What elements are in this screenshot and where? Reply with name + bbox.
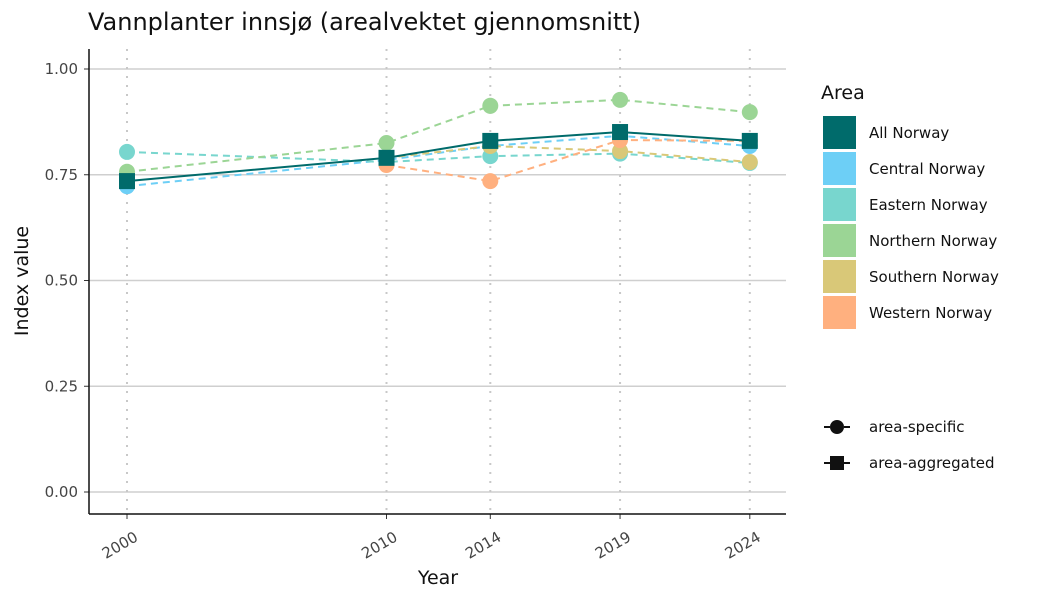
- data-point-circle: [119, 143, 135, 160]
- legend-title: Area: [821, 82, 865, 104]
- y-tick-label: 0.75: [45, 166, 78, 184]
- data-point-circle: [482, 173, 499, 190]
- data-point-square: [741, 132, 758, 149]
- legend-swatch: [823, 116, 856, 149]
- x-tick-label: 2019: [592, 528, 634, 563]
- x-tick-label: 2010: [358, 528, 400, 563]
- legend-swatch: [823, 188, 856, 221]
- data-point-circle: [612, 143, 629, 160]
- x-tick-label: 2014: [462, 528, 504, 563]
- legend-square-icon: [830, 456, 844, 470]
- data-point-circle: [741, 154, 758, 171]
- series-line-central-norway: [126, 134, 750, 188]
- y-axis-label: Index value: [11, 226, 33, 336]
- legend-label: Western Norway: [869, 304, 992, 322]
- data-point-square: [612, 124, 629, 141]
- legend-label: All Norway: [869, 124, 949, 142]
- series-line-western-norway: [386, 139, 750, 183]
- legend-swatch: [823, 224, 856, 257]
- data-point-square: [119, 173, 135, 190]
- legend-circle-icon: [830, 420, 844, 434]
- y-tick-label: 0.50: [45, 272, 78, 290]
- legend-label: Southern Norway: [869, 268, 999, 286]
- data-point-circle: [612, 91, 629, 108]
- legend-label: Central Norway: [869, 160, 985, 178]
- y-tick-label: 0.00: [45, 483, 78, 501]
- chart-title: Vannplanter innsjø (arealvektet gjennoms…: [88, 8, 641, 36]
- data-point-circle: [378, 135, 395, 152]
- x-axis-label: Year: [417, 567, 458, 589]
- data-point-circle: [741, 104, 758, 121]
- series-line-northern-norway: [126, 98, 750, 173]
- series-line-southern-norway: [386, 144, 750, 164]
- legend-label: Northern Norway: [869, 232, 997, 250]
- x-tick-label: 2024: [722, 528, 764, 563]
- data-point-circle: [482, 97, 499, 114]
- legend-shape-label: area-specific: [869, 418, 965, 436]
- legend-swatch: [823, 152, 856, 185]
- y-tick-label: 0.25: [45, 377, 78, 395]
- legend-swatch: [823, 260, 856, 293]
- data-point-square: [482, 132, 499, 149]
- legend-swatch: [823, 296, 856, 329]
- x-tick-label: 2000: [99, 528, 141, 563]
- legend-shape-label: area-aggregated: [869, 454, 995, 472]
- data-point-square: [378, 149, 395, 166]
- y-tick-label: 1.00: [45, 60, 78, 78]
- legend-label: Eastern Norway: [869, 196, 988, 214]
